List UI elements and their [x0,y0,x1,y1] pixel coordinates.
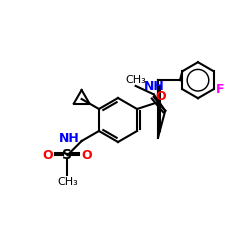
Text: O: O [156,90,166,104]
Text: CH₃: CH₃ [125,75,146,85]
Text: NH: NH [144,80,164,93]
Text: NH: NH [59,132,80,145]
Text: O: O [82,149,92,162]
Text: O: O [43,149,54,162]
Text: F: F [216,83,224,96]
Text: CH₃: CH₃ [57,177,78,187]
Text: S: S [62,148,72,162]
